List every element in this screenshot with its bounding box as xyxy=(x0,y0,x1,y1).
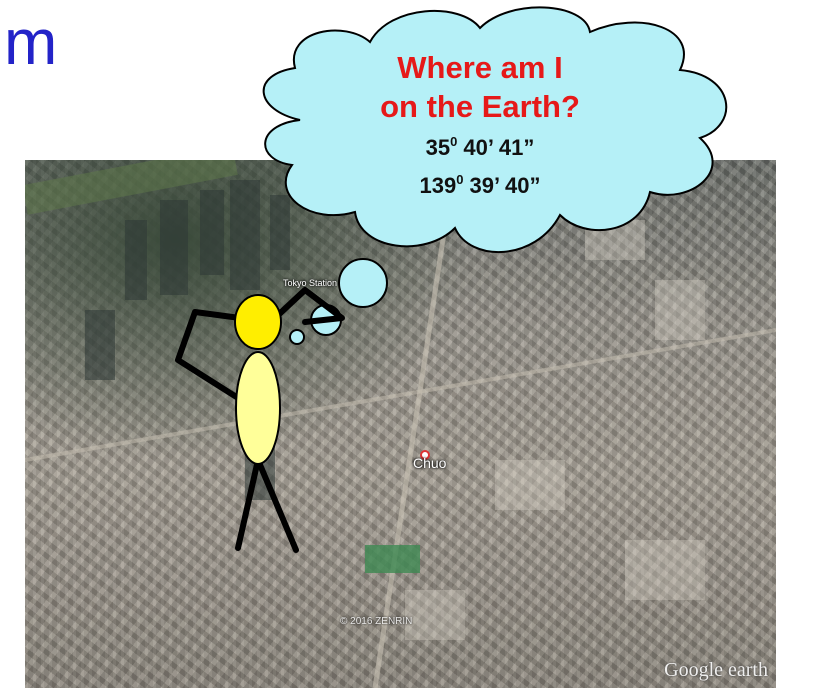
right-leg xyxy=(255,457,299,553)
slide-title-fragment: m xyxy=(4,6,58,78)
question-line-2: on the Earth? xyxy=(380,89,580,124)
brand-watermark: Google earth xyxy=(664,659,768,681)
thought-bubble-text: Where am I on the Earth? 350 40’ 41” 139… xyxy=(340,48,620,202)
left-leg xyxy=(235,457,261,551)
question-line-1: Where am I xyxy=(397,50,563,85)
station-label: Tokyo Station xyxy=(283,278,338,288)
left-arm xyxy=(175,309,243,401)
latitude-text: 350 40’ 41” xyxy=(425,134,535,160)
copyright-text: © 2016 ZENRIN xyxy=(340,616,413,627)
place-label: Chuo xyxy=(413,455,447,471)
torso xyxy=(235,351,281,465)
longitude-text: 1390 39’ 40” xyxy=(419,172,541,198)
right-arm xyxy=(272,287,345,325)
head xyxy=(234,294,282,350)
